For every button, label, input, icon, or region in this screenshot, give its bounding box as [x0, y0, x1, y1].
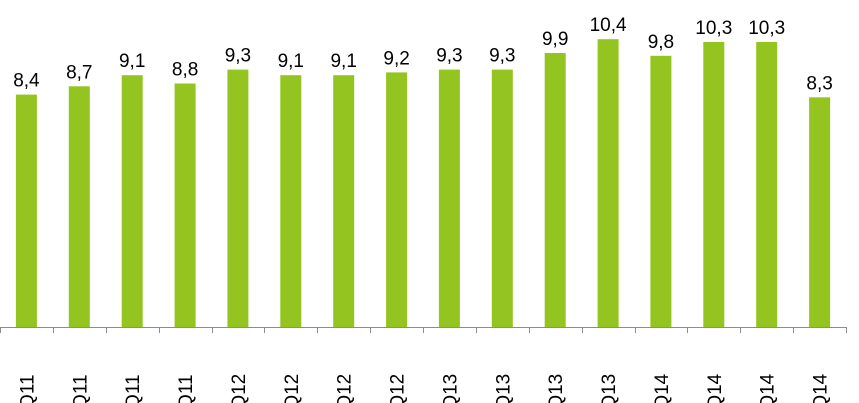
category-labels-group: 1Q11 2Q11 3Q11 4Q11 1Q12 2Q12 3Q12 4Q12 1Q13 2Q13…	[17, 373, 831, 403]
category-label-3Q13: 3Q13	[546, 374, 567, 403]
bar-1Q12	[227, 69, 249, 327]
value-label-2Q12: 9,1	[278, 51, 304, 72]
category-label-3Q14: 3Q14	[758, 373, 779, 403]
value-label-3Q14: 10,3	[748, 18, 785, 39]
bars-group	[15, 39, 831, 328]
category-label-2Q12: 2Q12	[282, 374, 303, 403]
bar-3Q11	[121, 75, 143, 327]
bar-2Q11	[68, 86, 90, 328]
bar-1Q11	[15, 94, 37, 327]
value-label-4Q13: 10,4	[590, 15, 627, 36]
value-label-4Q12: 9,2	[383, 48, 409, 69]
category-label-2Q13: 2Q13	[493, 374, 514, 403]
category-label-4Q13: 4Q13	[599, 374, 620, 403]
bar-1Q14	[650, 55, 672, 328]
value-label-3Q13: 9,9	[542, 29, 568, 50]
value-label-4Q14: 8,3	[806, 73, 832, 94]
bar-4Q13	[597, 39, 619, 327]
value-label-2Q13: 9,3	[489, 46, 515, 67]
bar-3Q13	[544, 53, 566, 327]
value-label-4Q11: 8,8	[172, 60, 198, 81]
value-label-1Q13: 9,3	[436, 46, 462, 67]
category-label-4Q11: 4Q11	[176, 374, 197, 403]
category-label-1Q11: 1Q11	[17, 374, 38, 403]
value-label-2Q11: 8,7	[66, 62, 92, 83]
category-label-4Q12: 4Q12	[388, 374, 409, 403]
bar-2Q13	[491, 69, 513, 327]
value-labels-group: 8,4 8,7 9,1 8,8 9,3 9,1 9,1 9,2 9,3 9,3 9,9 10,4 9,8…	[13, 15, 833, 94]
bar-4Q11	[174, 83, 196, 327]
value-label-1Q14: 9,8	[648, 32, 674, 53]
bar-3Q12	[333, 75, 355, 327]
value-label-1Q11: 8,4	[13, 71, 40, 92]
bar-3Q14	[756, 42, 778, 327]
bar-2Q12	[280, 75, 302, 327]
bar-2Q14	[703, 42, 725, 327]
category-label-1Q12: 1Q12	[229, 374, 250, 403]
category-label-1Q13: 1Q13	[440, 374, 461, 403]
x-axis-ticks	[0, 327, 847, 333]
category-label-2Q14: 2Q14	[705, 373, 726, 403]
category-label-2Q11: 2Q11	[70, 374, 91, 403]
bar-4Q12	[386, 72, 408, 328]
value-label-3Q12: 9,1	[330, 51, 356, 72]
category-label-3Q11: 3Q11	[123, 374, 144, 403]
value-label-1Q12: 9,3	[225, 46, 251, 67]
category-label-1Q14: 1Q14	[652, 373, 673, 403]
bar-4Q14	[809, 97, 831, 327]
value-label-3Q11: 9,1	[119, 51, 145, 72]
value-label-2Q14: 10,3	[695, 18, 732, 39]
category-label-4Q14: 4Q14	[811, 373, 832, 403]
category-label-3Q12: 3Q12	[335, 374, 356, 403]
bar-1Q13	[438, 69, 460, 327]
